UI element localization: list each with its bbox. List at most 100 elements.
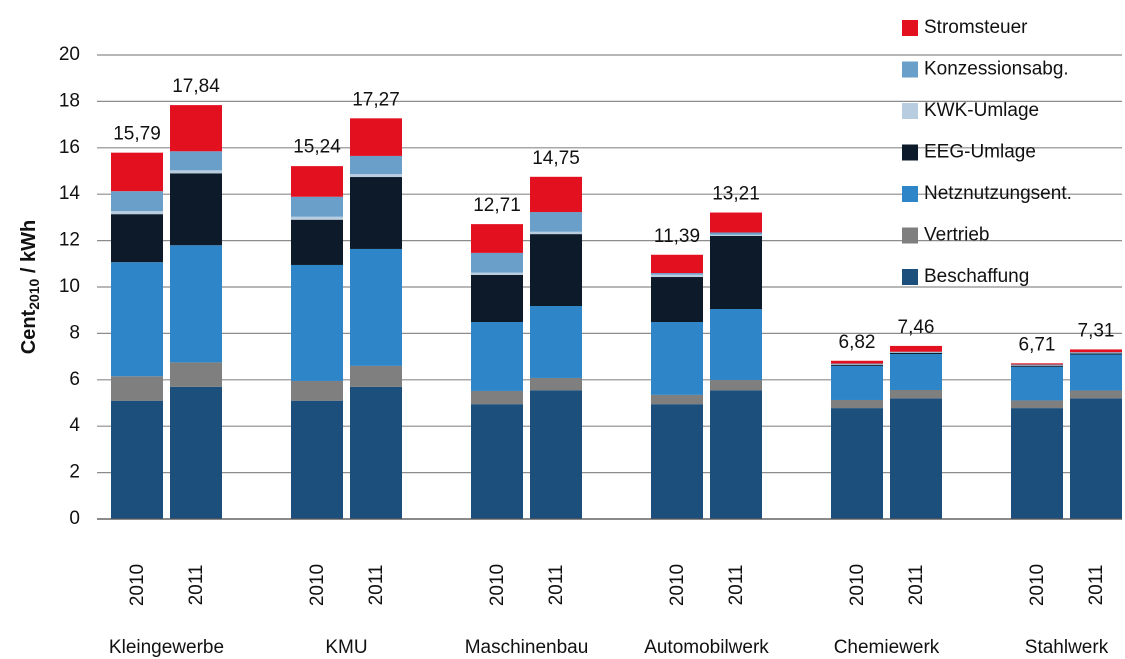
bar-segment (1011, 366, 1063, 401)
bar-segment (651, 277, 703, 323)
bar-segment (111, 400, 163, 519)
bar-segment (1070, 352, 1122, 353)
bar-segment (291, 216, 343, 220)
bar-segment (530, 176, 582, 213)
legend-label: Netznutzungsent. (924, 183, 1072, 204)
legend-swatch (902, 186, 918, 202)
y-axis-label-sub: 2010 (26, 278, 42, 309)
bar-segment (471, 404, 523, 519)
y-tick-label: 20 (59, 44, 80, 65)
y-tick-label: 12 (59, 230, 80, 251)
bar-segment (651, 404, 703, 519)
bar-segment (170, 173, 222, 246)
y-tick-label: 10 (59, 276, 80, 297)
bar-segment (530, 212, 582, 232)
bar-segment (890, 354, 942, 391)
bar-segment (890, 398, 942, 519)
y-tick-label: 4 (69, 415, 80, 436)
bar-segment (170, 151, 222, 171)
bar-segment (651, 322, 703, 395)
bar-segment (170, 245, 222, 363)
bar-segment (710, 212, 762, 233)
bar-segment (350, 155, 402, 175)
group-label: Chemiewerk (834, 637, 940, 658)
y-axis-label-rest: / kWh (18, 220, 40, 279)
legend-swatch (902, 20, 918, 36)
bar-segment (890, 352, 942, 355)
legend-label: Konzessionsabg. (924, 59, 1069, 80)
bar-segment (890, 390, 942, 399)
bar-segment (831, 360, 883, 364)
bar-segment (350, 118, 402, 156)
x-tick-label: 2011 (906, 565, 927, 606)
legend-label: Stromsteuer (924, 17, 1028, 38)
legend-swatch (902, 144, 918, 161)
bar-segment (350, 365, 402, 387)
bar-segment (291, 264, 343, 381)
bar-segment (530, 234, 582, 307)
total-label: 6,71 (1019, 334, 1056, 355)
y-tick-label: 14 (59, 183, 81, 204)
bar-segment (831, 399, 883, 409)
x-tick-label: 2011 (366, 565, 387, 606)
bar-segment (530, 390, 582, 519)
bar-segment (291, 219, 343, 265)
bar-segment (710, 232, 762, 235)
bar-segment (291, 166, 343, 197)
bar-segment (350, 174, 402, 178)
bar-segment (1011, 408, 1063, 519)
y-tick-label: 0 (69, 508, 80, 529)
x-tick-label: 2011 (726, 565, 747, 606)
bar-segment (530, 306, 582, 378)
bar-segment (291, 380, 343, 401)
bar-segment (710, 380, 762, 391)
bar-segment (890, 345, 942, 352)
bar-segment (1011, 363, 1063, 365)
y-tick-label: 18 (59, 90, 80, 111)
legend-swatch (902, 227, 918, 244)
x-tick-label: 2011 (186, 565, 207, 606)
bar-segment (530, 231, 582, 235)
bar-segment (831, 365, 883, 400)
total-label: 15,24 (293, 136, 341, 157)
total-label: 17,27 (352, 89, 400, 110)
bar-segment (890, 351, 942, 353)
bar-segment (710, 309, 762, 381)
y-tick-label: 16 (59, 137, 80, 158)
y-axis-label-main: Cent (18, 309, 40, 354)
group-label: Maschinenbau (465, 637, 589, 658)
bar-segment (651, 274, 703, 278)
bar-segment (1070, 349, 1122, 353)
x-tick-label: 2010 (667, 564, 688, 606)
bar-segment (111, 191, 163, 212)
bar-segment (530, 377, 582, 391)
bar-segment (291, 196, 343, 217)
bar-segment (710, 234, 762, 236)
bar-segment (1011, 400, 1063, 409)
legend-swatch (902, 269, 918, 285)
group-label: KMU (325, 637, 367, 658)
x-tick-label: 2010 (1027, 564, 1048, 606)
bar-segment (831, 364, 883, 366)
bar-segment (471, 390, 523, 405)
bar-segment (471, 274, 523, 323)
legend-label: EEG-Umlage (924, 142, 1036, 163)
x-tick-label: 2010 (307, 564, 328, 606)
bar-segment (831, 363, 883, 365)
x-tick-label: 2011 (546, 565, 567, 606)
bar-segment (471, 272, 523, 275)
bar-segment (170, 386, 222, 519)
group-label: Kleingewerbe (109, 637, 224, 658)
bar-segment (831, 408, 883, 519)
group-label: Automobilwerk (644, 637, 769, 658)
bar-segment (1011, 365, 1063, 367)
bar-segment (471, 252, 523, 273)
bar-segment (651, 394, 703, 405)
bar-segment (111, 262, 163, 377)
bar-segment (471, 224, 523, 253)
total-label: 17,84 (172, 76, 220, 97)
bar-segment (350, 386, 402, 519)
legend-label: KWK-Umlage (924, 100, 1039, 121)
